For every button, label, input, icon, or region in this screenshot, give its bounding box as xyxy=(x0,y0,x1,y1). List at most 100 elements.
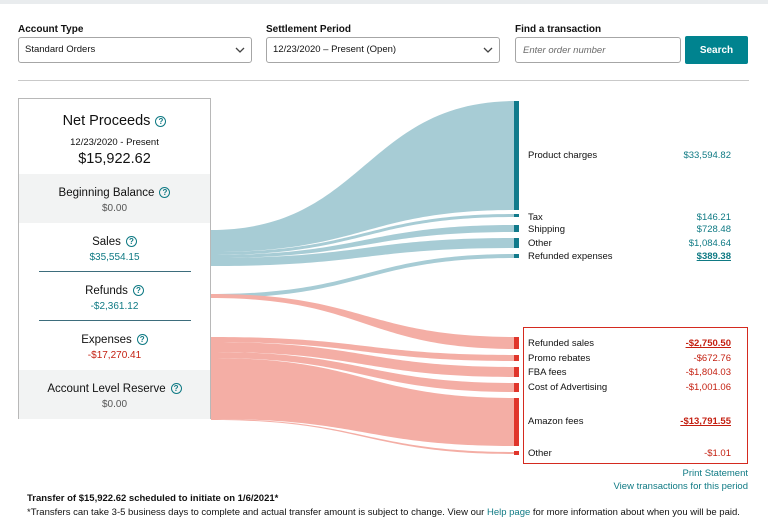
flow-shipping xyxy=(211,225,516,258)
account-level-reserve-section: Account Level Reserve? $0.00 xyxy=(19,370,210,419)
net-proceeds-title: Net Proceeds xyxy=(62,113,151,129)
view-transactions-link[interactable]: View transactions for this period xyxy=(613,481,748,492)
bar-shipping xyxy=(514,225,519,232)
beginning-balance-heading: Beginning Balance? xyxy=(19,183,210,201)
amount-product-charges: $33,594.82 xyxy=(683,150,731,161)
bar-other-negative xyxy=(514,451,519,455)
amount-tax: $146.21 xyxy=(696,212,731,223)
account-level-reserve-title: Account Level Reserve xyxy=(47,383,166,395)
bar-other-positive xyxy=(514,238,519,248)
chevron-down-icon xyxy=(483,47,493,53)
refunds-title: Refunds xyxy=(85,285,128,297)
account-type-label: Account Type xyxy=(18,24,84,35)
amount-amazon-fees-link[interactable]: -$13,791.55 xyxy=(680,416,731,427)
settlement-period-select[interactable]: 12/23/2020 – Present (Open) xyxy=(266,37,500,63)
amount-refunded-expenses-link[interactable]: $389.38 xyxy=(696,251,731,262)
amount-other-negative: -$1.01 xyxy=(704,448,731,459)
help-icon[interactable]: ? xyxy=(159,187,171,198)
flow-tax xyxy=(211,214,516,255)
divider xyxy=(39,320,191,321)
account-level-reserve-amount: $0.00 xyxy=(101,399,128,410)
label-product-charges: Product charges xyxy=(528,150,598,161)
help-icon[interactable]: ? xyxy=(170,383,182,394)
expenses-amount: -$17,270.41 xyxy=(87,350,142,361)
label-cost-of-advertising: Cost of Advertising xyxy=(528,382,608,393)
bar-tax xyxy=(514,214,519,217)
flow-refunded-sales xyxy=(211,294,516,349)
beginning-balance-title: Beginning Balance xyxy=(58,187,155,199)
expenses-heading: Expenses? xyxy=(19,330,210,348)
help-page-link[interactable]: Help page xyxy=(486,507,531,518)
label-shipping: Shipping xyxy=(528,224,565,235)
divider xyxy=(18,80,749,81)
node-bars xyxy=(514,101,519,455)
help-icon[interactable]: ? xyxy=(132,285,144,296)
label-fba-fees: FBA fees xyxy=(528,367,567,378)
amount-promo-rebates: -$672.76 xyxy=(693,353,731,364)
net-proceeds-amount: $15,922.62 xyxy=(78,151,151,167)
bar-product-charges xyxy=(514,101,519,210)
label-amazon-fees: Amazon fees xyxy=(528,416,584,427)
flow-cost-of-advertising xyxy=(211,352,516,392)
amount-refunded-sales-link[interactable]: -$2,750.50 xyxy=(685,338,731,349)
bar-refunded-expenses xyxy=(514,254,519,258)
label-tax: Tax xyxy=(528,212,543,223)
transfer-notice: Transfer of $15,922.62 scheduled to init… xyxy=(27,493,279,504)
label-promo-rebates: Promo rebates xyxy=(528,353,591,364)
refunds-amount: -$2,361.12 xyxy=(90,301,139,312)
divider xyxy=(39,271,191,272)
settlement-period-value: 12/23/2020 – Present (Open) xyxy=(273,44,397,55)
top-border xyxy=(0,0,768,4)
flow-product-charges xyxy=(211,101,516,252)
positive-flows xyxy=(211,101,516,298)
account-level-reserve-heading: Account Level Reserve? xyxy=(19,379,210,397)
beginning-balance-section: Beginning Balance? $0.00 xyxy=(19,174,210,223)
print-statement-link[interactable]: Print Statement xyxy=(682,468,748,479)
transfer-note-text-end: for more information about when you will… xyxy=(530,507,740,518)
find-transaction-label: Find a transaction xyxy=(515,24,602,35)
account-type-select[interactable]: Standard Orders xyxy=(18,37,252,63)
bar-amazon-fees xyxy=(514,398,519,446)
label-refunded-sales: Refunded sales xyxy=(528,338,595,349)
sales-heading: Sales? xyxy=(19,232,210,250)
flow-refunded-expenses xyxy=(211,254,516,298)
bar-fba-fees xyxy=(514,367,519,377)
sales-refunds-expenses-section: Sales? $35,554.15 Refunds? -$2,361.12 Ex… xyxy=(19,223,210,370)
label-refunded-expenses: Refunded expenses xyxy=(528,251,613,262)
transfer-note-text: *Transfers can take 3-5 business days to… xyxy=(27,507,487,518)
sales-amount: $35,554.15 xyxy=(89,252,140,263)
order-number-input[interactable] xyxy=(515,37,681,63)
bar-cost-of-advertising xyxy=(514,383,519,392)
flow-other-positive xyxy=(211,238,516,266)
transfer-note: *Transfers can take 3-5 business days to… xyxy=(27,507,740,518)
expenses-title: Expenses xyxy=(81,334,132,346)
net-proceeds-heading: Net Proceeds? xyxy=(19,113,210,129)
account-type-value: Standard Orders xyxy=(25,44,96,55)
bar-refunded-sales xyxy=(514,337,519,349)
flow-other-negative xyxy=(211,419,516,454)
expenses-highlight-box xyxy=(523,327,748,464)
beginning-balance-amount: $0.00 xyxy=(101,203,128,214)
chevron-down-icon xyxy=(235,47,245,53)
search-button[interactable]: Search xyxy=(685,36,748,64)
flow-fba-fees xyxy=(211,342,516,377)
amount-fba-fees: -$1,804.03 xyxy=(685,367,731,378)
label-other-negative: Other xyxy=(528,448,552,459)
net-proceeds-section: Net Proceeds? 12/23/2020 - Present $15,9… xyxy=(19,99,210,174)
bar-promo-rebates xyxy=(514,355,519,361)
net-proceeds-range: 12/23/2020 - Present xyxy=(70,137,159,148)
flow-promo-rebates xyxy=(211,337,516,361)
help-icon[interactable]: ? xyxy=(155,116,167,127)
help-icon[interactable]: ? xyxy=(136,334,148,345)
amount-cost-of-advertising: -$1,001.06 xyxy=(685,382,731,393)
amount-other-positive: $1,084.64 xyxy=(688,238,731,249)
amount-shipping: $728.48 xyxy=(696,224,731,235)
help-icon[interactable]: ? xyxy=(125,236,137,247)
refunds-heading: Refunds? xyxy=(19,281,210,299)
summary-panel: Net Proceeds? 12/23/2020 - Present $15,9… xyxy=(18,98,211,419)
negative-flows xyxy=(211,294,516,454)
flow-amazon-fees xyxy=(211,358,516,446)
label-other-positive: Other xyxy=(528,238,552,249)
sales-title: Sales xyxy=(92,236,121,248)
